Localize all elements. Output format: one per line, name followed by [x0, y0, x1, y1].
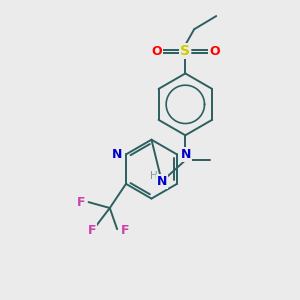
Text: N: N	[157, 175, 167, 188]
Text: F: F	[76, 196, 85, 208]
Text: H: H	[150, 171, 158, 181]
Text: F: F	[88, 224, 96, 237]
Text: O: O	[151, 45, 162, 58]
Text: N: N	[181, 148, 191, 161]
Text: S: S	[180, 44, 190, 58]
Text: O: O	[209, 45, 220, 58]
Text: N: N	[112, 148, 122, 161]
Text: F: F	[121, 224, 129, 237]
